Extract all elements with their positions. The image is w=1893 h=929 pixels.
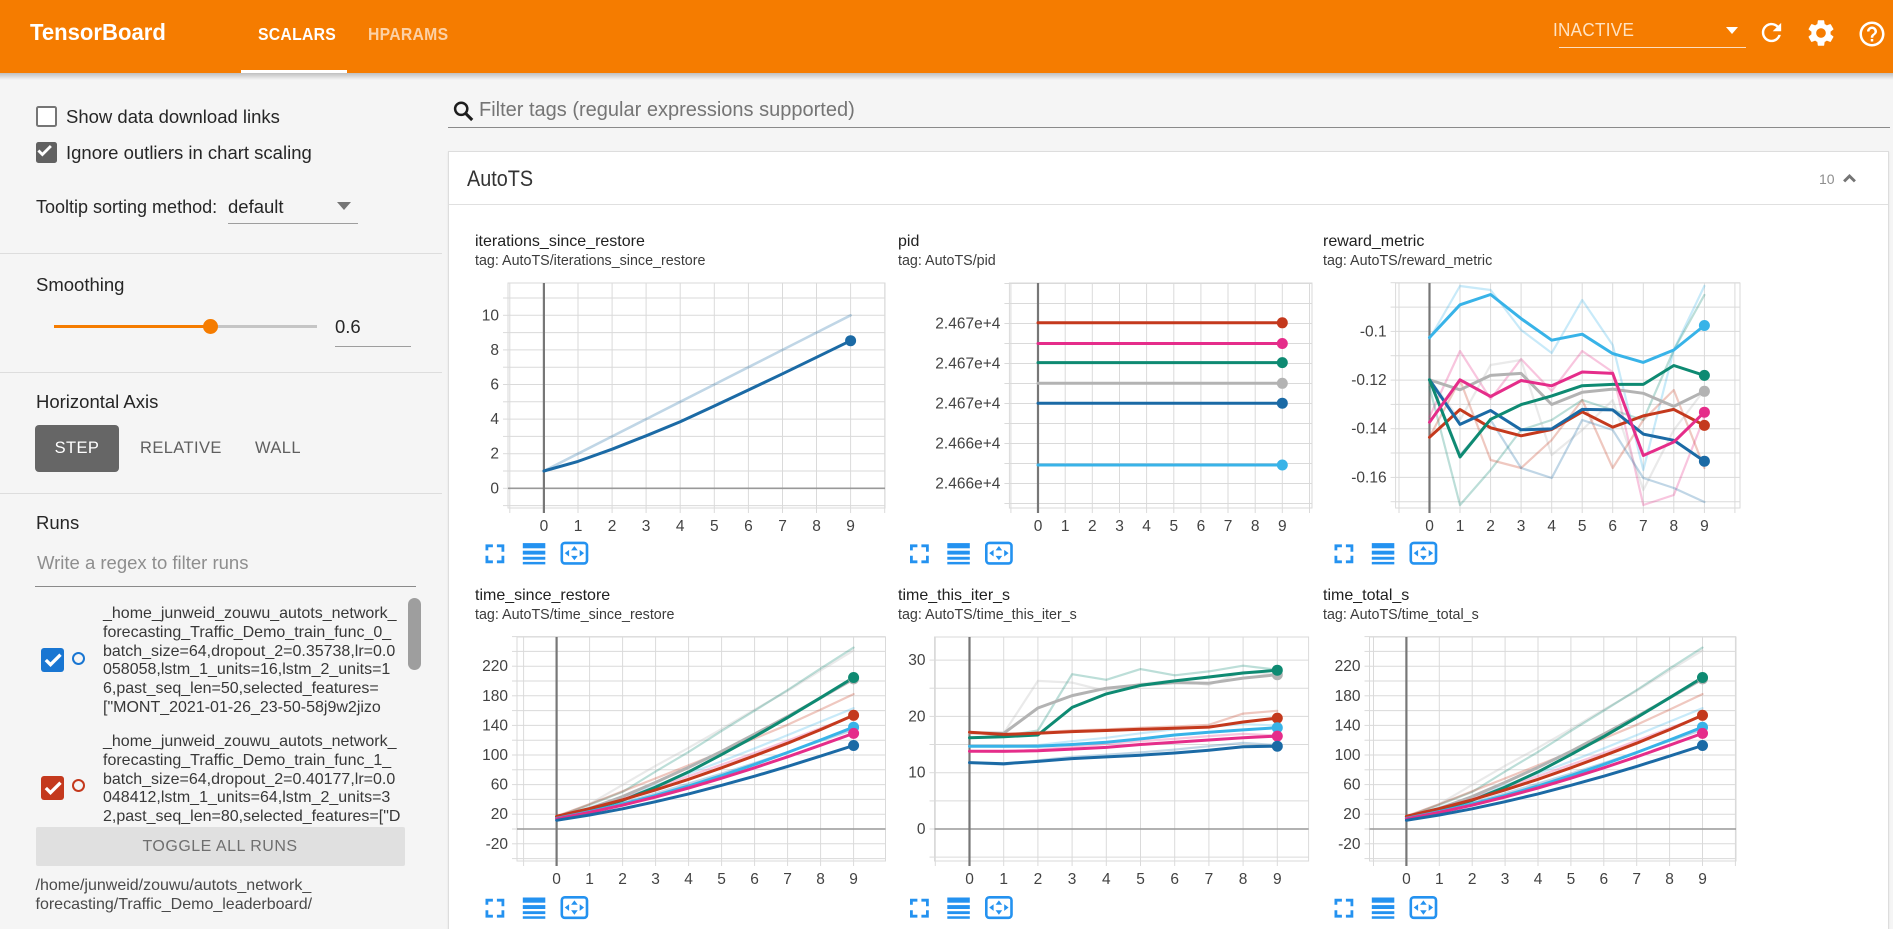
svg-text:2.466e+4: 2.466e+4 <box>935 476 1000 493</box>
svg-text:7: 7 <box>1224 518 1233 535</box>
svg-text:7: 7 <box>1205 871 1214 888</box>
svg-text:2: 2 <box>608 518 617 535</box>
svg-text:7: 7 <box>783 871 792 888</box>
svg-text:-20: -20 <box>486 836 509 853</box>
svg-text:20: 20 <box>1343 806 1361 823</box>
svg-text:3: 3 <box>1517 518 1526 535</box>
svg-text:5: 5 <box>1169 518 1178 535</box>
svg-text:1: 1 <box>1435 871 1444 888</box>
svg-text:5: 5 <box>1567 871 1576 888</box>
svg-text:7: 7 <box>778 518 787 535</box>
svg-text:0: 0 <box>1402 871 1411 888</box>
svg-text:5: 5 <box>717 871 726 888</box>
svg-text:4: 4 <box>490 411 499 428</box>
svg-text:60: 60 <box>491 777 509 794</box>
svg-text:6: 6 <box>1170 871 1179 888</box>
svg-text:0: 0 <box>1425 518 1434 535</box>
svg-text:6: 6 <box>490 377 499 394</box>
svg-text:7: 7 <box>1632 871 1641 888</box>
svg-text:140: 140 <box>482 717 508 734</box>
svg-text:8: 8 <box>1239 871 1248 888</box>
svg-text:1: 1 <box>1456 518 1465 535</box>
svg-text:0: 0 <box>552 871 561 888</box>
svg-text:3: 3 <box>642 518 651 535</box>
svg-text:2: 2 <box>1468 871 1477 888</box>
svg-text:9: 9 <box>1700 518 1709 535</box>
svg-text:4: 4 <box>676 518 685 535</box>
svg-text:6: 6 <box>744 518 753 535</box>
svg-text:4: 4 <box>1547 518 1556 535</box>
svg-text:5: 5 <box>1136 871 1145 888</box>
svg-text:1: 1 <box>1061 518 1070 535</box>
svg-text:9: 9 <box>1698 871 1707 888</box>
svg-text:100: 100 <box>1335 747 1361 764</box>
svg-text:60: 60 <box>1343 777 1361 794</box>
svg-text:9: 9 <box>1278 518 1287 535</box>
svg-text:8: 8 <box>1251 518 1260 535</box>
svg-text:9: 9 <box>846 518 855 535</box>
svg-text:7: 7 <box>1639 518 1648 535</box>
svg-text:2: 2 <box>1034 871 1043 888</box>
svg-text:4: 4 <box>1534 871 1543 888</box>
svg-text:2.466e+4: 2.466e+4 <box>935 436 1000 453</box>
svg-text:0: 0 <box>965 871 974 888</box>
svg-text:-0.14: -0.14 <box>1351 421 1387 438</box>
svg-text:4: 4 <box>1142 518 1151 535</box>
svg-text:100: 100 <box>482 747 508 764</box>
svg-text:8: 8 <box>1669 518 1678 535</box>
svg-text:140: 140 <box>1335 717 1361 734</box>
svg-text:-0.12: -0.12 <box>1351 372 1386 389</box>
svg-text:3: 3 <box>651 871 660 888</box>
svg-text:6: 6 <box>750 871 759 888</box>
svg-text:220: 220 <box>1335 658 1361 675</box>
svg-text:5: 5 <box>710 518 719 535</box>
svg-text:4: 4 <box>1102 871 1111 888</box>
svg-text:8: 8 <box>816 871 825 888</box>
svg-text:5: 5 <box>1578 518 1587 535</box>
svg-text:2: 2 <box>1486 518 1495 535</box>
svg-text:2.467e+4: 2.467e+4 <box>935 396 1000 413</box>
svg-text:-0.16: -0.16 <box>1351 469 1386 486</box>
svg-text:6: 6 <box>1197 518 1206 535</box>
svg-text:3: 3 <box>1115 518 1124 535</box>
svg-text:20: 20 <box>908 708 926 725</box>
svg-text:20: 20 <box>491 806 509 823</box>
svg-text:30: 30 <box>908 652 926 669</box>
svg-text:10: 10 <box>908 765 926 782</box>
svg-text:1: 1 <box>999 871 1008 888</box>
svg-text:8: 8 <box>812 518 821 535</box>
svg-text:2.467e+4: 2.467e+4 <box>935 356 1000 373</box>
svg-text:220: 220 <box>482 658 508 675</box>
svg-text:1: 1 <box>574 518 583 535</box>
svg-text:0: 0 <box>540 518 549 535</box>
svg-text:4: 4 <box>684 871 693 888</box>
svg-text:9: 9 <box>849 871 858 888</box>
svg-text:9: 9 <box>1273 871 1282 888</box>
svg-text:0: 0 <box>490 480 499 497</box>
svg-text:8: 8 <box>1665 871 1674 888</box>
svg-text:6: 6 <box>1608 518 1617 535</box>
svg-text:-20: -20 <box>1338 836 1361 853</box>
svg-text:2: 2 <box>490 446 499 463</box>
svg-text:6: 6 <box>1599 871 1608 888</box>
svg-text:3: 3 <box>1501 871 1510 888</box>
svg-text:2: 2 <box>1088 518 1097 535</box>
svg-text:8: 8 <box>490 342 499 359</box>
svg-text:2: 2 <box>618 871 627 888</box>
svg-text:-0.1: -0.1 <box>1360 323 1387 340</box>
svg-text:2.467e+4: 2.467e+4 <box>935 316 1000 333</box>
svg-text:180: 180 <box>482 688 508 705</box>
svg-text:0: 0 <box>1034 518 1043 535</box>
svg-text:0: 0 <box>917 821 926 838</box>
svg-text:180: 180 <box>1335 688 1361 705</box>
svg-text:3: 3 <box>1068 871 1077 888</box>
svg-text:1: 1 <box>585 871 594 888</box>
svg-text:10: 10 <box>482 307 500 324</box>
